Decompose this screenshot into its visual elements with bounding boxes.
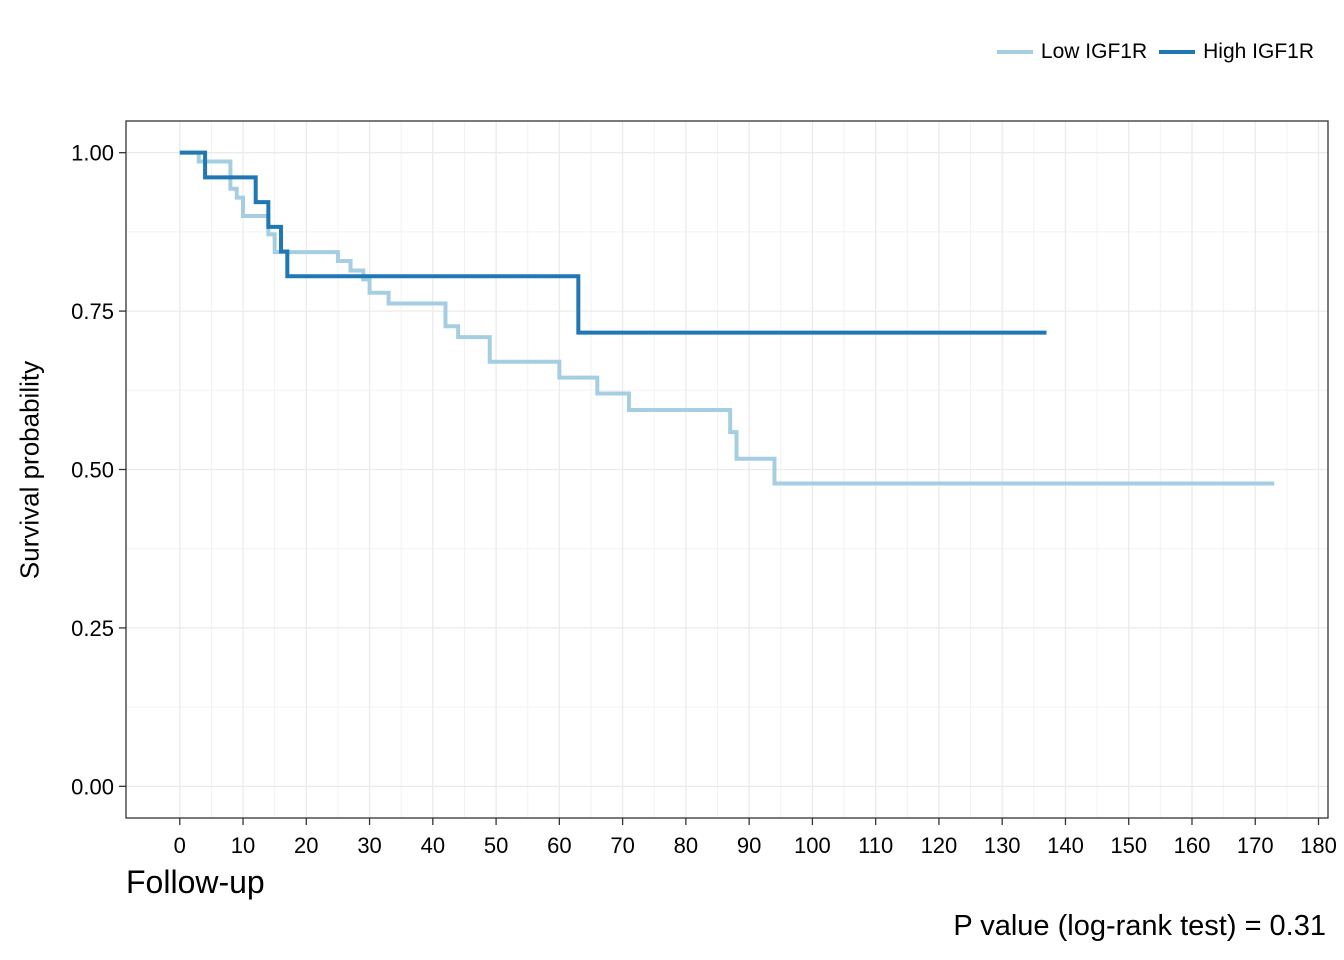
legend: Low IGF1R High IGF1R	[985, 40, 1314, 64]
x-tick-label: 20	[294, 833, 318, 858]
x-tick-label: 140	[1047, 833, 1084, 858]
legend-label-high: High IGF1R	[1203, 40, 1314, 63]
x-tick-label: 180	[1300, 833, 1337, 858]
major-gridlines	[126, 121, 1328, 818]
y-tick-label: 0.50	[71, 458, 114, 483]
y-tick-label: 0.75	[71, 299, 114, 324]
y-tick-label: 1.00	[71, 141, 114, 166]
x-tick-label: 30	[357, 833, 381, 858]
x-tick-label: 120	[921, 833, 958, 858]
x-tick-label: 0	[174, 833, 186, 858]
legend-item-high: High IGF1R	[1159, 40, 1314, 64]
x-tick-label: 60	[547, 833, 571, 858]
x-tick-label: 160	[1174, 833, 1211, 858]
x-tick-label: 90	[737, 833, 761, 858]
y-tick-label: 0.25	[71, 616, 114, 641]
x-axis-label: Follow-up	[126, 864, 265, 900]
legend-label-low: Low IGF1R	[1040, 40, 1148, 63]
x-tick-label: 150	[1110, 833, 1147, 858]
y-tick-label: 0.00	[71, 774, 114, 799]
x-tick-label: 110	[858, 833, 893, 858]
x-tick-label: 130	[984, 833, 1021, 858]
legend-item-low: Low IGF1R	[996, 40, 1148, 64]
p-value-annotation: P value (log-rank test) = 0.31	[953, 910, 1326, 942]
y-axis: 0.00 0.25 0.50 0.75 1.00	[71, 141, 126, 799]
survival-curves	[179, 150, 1275, 486]
series-line-high-igf1r	[179, 150, 1047, 335]
x-tick-label: 40	[421, 833, 445, 858]
x-tick-label: 50	[484, 833, 508, 858]
x-tick-label: 100	[794, 833, 831, 858]
x-tick-label: 80	[674, 833, 698, 858]
x-tick-label: 70	[610, 833, 634, 858]
legend-swatch-high	[1159, 50, 1196, 54]
x-axis: 0 10 20 30 40 50 60 70 80 90 100 110 120 130 140 150 160…	[174, 818, 1337, 858]
legend-swatch-low	[996, 50, 1033, 54]
x-tick-label: 10	[231, 833, 255, 858]
x-tick-label: 170	[1237, 833, 1274, 858]
series-line-low-igf1r	[179, 150, 1275, 486]
y-axis-label: Survival probability	[14, 360, 45, 580]
